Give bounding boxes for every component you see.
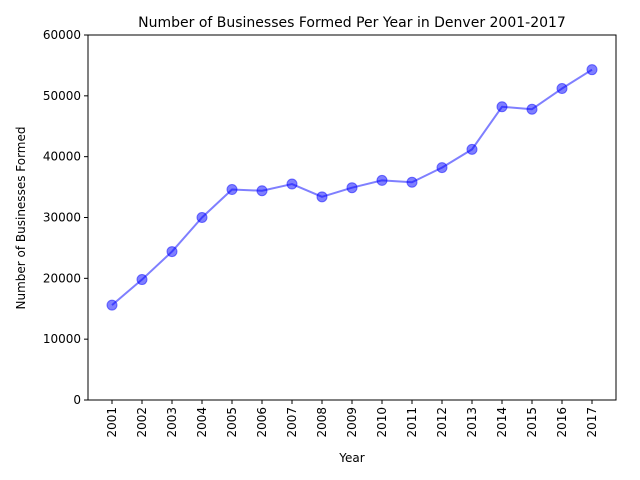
x-tick-label: 2014: [495, 407, 509, 438]
y-tick-label: 50000: [43, 89, 81, 103]
data-point: [166, 246, 178, 258]
data-point: [286, 178, 298, 190]
data-point: [226, 184, 238, 196]
chart-title: Number of Businesses Formed Per Year in …: [138, 15, 566, 31]
x-tick-label: 2008: [315, 407, 329, 438]
y-axis-label: Number of Businesses Formed: [14, 127, 28, 310]
x-tick-label: 2009: [345, 407, 359, 438]
data-point: [526, 103, 538, 115]
y-axis: 0 10000 20000 30000 40000 50000 60000: [43, 28, 88, 407]
series-layer: [106, 64, 598, 311]
data-point: [376, 174, 388, 186]
x-tick-label: 2006: [255, 407, 269, 438]
data-point: [316, 191, 328, 203]
x-tick-label: 2001: [105, 407, 119, 438]
data-point: [136, 274, 148, 286]
y-tick-label: 60000: [43, 28, 81, 42]
data-point: [556, 83, 568, 95]
data-point: [406, 176, 418, 188]
data-point: [496, 101, 508, 113]
x-axis-label: Year: [338, 451, 364, 465]
y-tick-label: 20000: [43, 271, 81, 285]
plot-area: 0 10000 20000 30000 40000 50000 60000 2001 2002…: [43, 28, 617, 438]
x-tick-label: 2012: [435, 407, 449, 438]
x-tick-label: 2011: [405, 407, 419, 438]
x-axis: 2001 2002 2003 2004 2005 2006 2007 2008 2009 2010…: [105, 400, 599, 438]
x-tick-label: 2005: [225, 407, 239, 438]
axes-frame: [87, 34, 617, 401]
x-tick-label: 2017: [585, 407, 599, 438]
data-point: [586, 64, 598, 76]
data-point: [346, 182, 358, 194]
y-tick-label: 40000: [43, 150, 81, 164]
x-tick-label: 2004: [195, 407, 209, 438]
x-tick-label: 2010: [375, 407, 389, 438]
data-point: [436, 162, 448, 174]
data-point: [466, 143, 478, 155]
x-tick-label: 2002: [135, 407, 149, 438]
x-tick-label: 2016: [555, 407, 569, 438]
data-point: [106, 299, 118, 311]
y-tick-label: 10000: [43, 332, 81, 346]
x-tick-label: 2003: [165, 407, 179, 438]
x-tick-label: 2013: [465, 407, 479, 438]
y-tick-label: 0: [73, 393, 81, 407]
x-tick-label: 2015: [525, 407, 539, 438]
x-tick-label: 2007: [285, 407, 299, 438]
data-point: [256, 185, 268, 197]
y-tick-label: 30000: [43, 211, 81, 225]
data-point: [196, 212, 208, 223]
